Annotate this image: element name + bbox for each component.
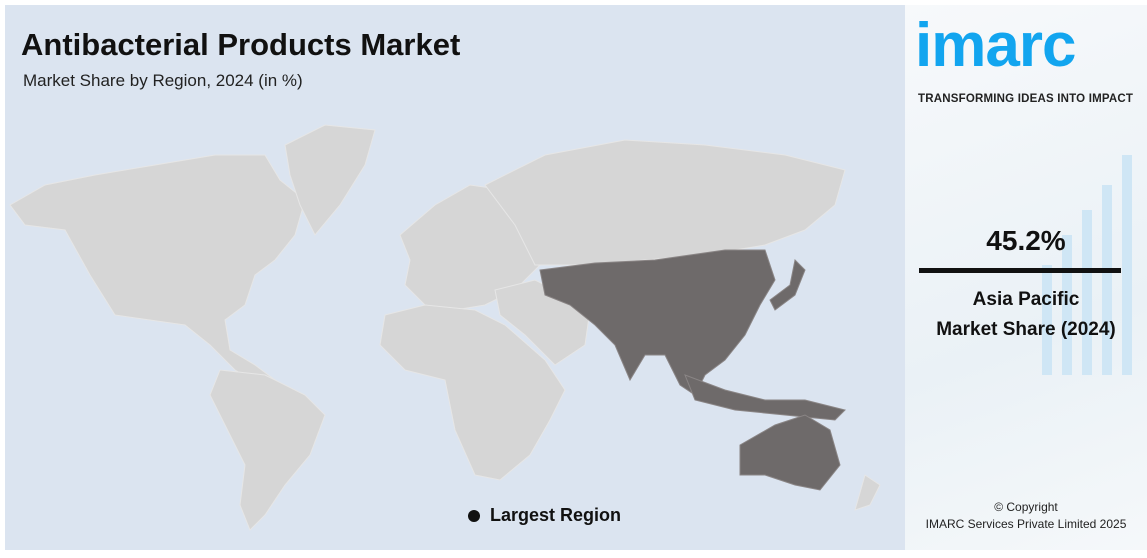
share-label: Asia Pacific Market Share (2024) (905, 285, 1147, 345)
share-label-region: Asia Pacific (972, 289, 1080, 310)
region-africa (379, 304, 566, 481)
imarc-logo: imarc (915, 11, 1076, 80)
region-south-america (209, 369, 326, 531)
share-label-caption: Market Share (2024) (936, 319, 1116, 340)
region-greenland (284, 124, 376, 236)
sidebar: imarc TRANSFORMING IDEAS INTO IMPACT 45.… (905, 5, 1147, 550)
map-panel: Antibacterial Products Market Market Sha… (5, 5, 905, 550)
copyright-line-1: © Copyright (994, 500, 1058, 514)
region-north-america (9, 154, 306, 386)
region-new-zealand (854, 474, 881, 511)
region-southeast-asia-islands (684, 374, 846, 421)
copyright: © Copyright IMARC Services Private Limit… (905, 499, 1147, 533)
region-japan (769, 258, 806, 311)
region-australia (739, 414, 841, 491)
world-map (9, 124, 881, 531)
logo-tagline: TRANSFORMING IDEAS INTO IMPACT (918, 93, 1134, 105)
legend: Largest Region (468, 505, 621, 526)
divider (919, 268, 1121, 273)
decorative-bar-chart (1042, 155, 1132, 375)
chart-subtitle: Market Share by Region, 2024 (in %) (23, 71, 303, 90)
legend-marker (468, 509, 480, 522)
share-value: 45.2% (986, 225, 1066, 256)
legend-label: Largest Region (490, 505, 622, 525)
copyright-line-2: IMARC Services Private Limited 2025 (925, 517, 1127, 531)
region-russia (484, 139, 846, 266)
chart-title: Antibacterial Products Market (21, 27, 461, 62)
